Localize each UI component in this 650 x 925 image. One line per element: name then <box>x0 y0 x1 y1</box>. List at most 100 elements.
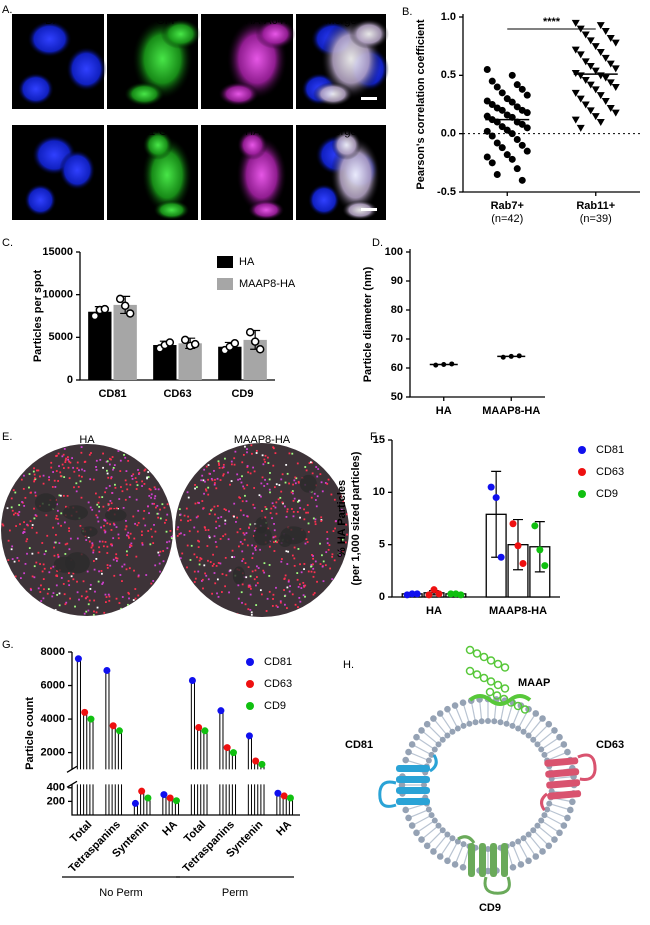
particle <box>236 531 239 534</box>
bar <box>228 747 230 770</box>
particle <box>326 542 329 545</box>
particle <box>138 473 140 475</box>
panel-label: D. <box>372 237 383 249</box>
particle <box>166 541 168 544</box>
particle <box>159 508 161 511</box>
y-axis-label: Particle diameter (nm) <box>362 266 374 382</box>
particle <box>280 490 283 493</box>
particle <box>303 568 305 571</box>
point <box>498 106 506 114</box>
y-tick-label: 60 <box>391 362 403 374</box>
particle <box>53 554 56 557</box>
cell-signal <box>255 19 296 49</box>
particle <box>113 464 116 467</box>
particle <box>99 458 102 461</box>
particle <box>112 466 115 469</box>
point <box>483 153 491 161</box>
y-tick-label: 1.0 <box>441 11 456 23</box>
particle <box>233 502 236 505</box>
particle <box>96 503 99 506</box>
particle <box>114 483 116 486</box>
particle <box>106 564 109 566</box>
particle <box>106 472 109 475</box>
particle <box>310 563 313 566</box>
particle <box>148 487 151 490</box>
particle <box>6 507 9 510</box>
particle <box>41 542 44 544</box>
particle <box>95 492 97 495</box>
particle <box>122 506 125 509</box>
particle <box>302 594 305 597</box>
particle <box>135 555 138 558</box>
particle <box>327 478 330 481</box>
particle <box>162 550 165 552</box>
particle <box>168 540 171 543</box>
maap-residue <box>492 691 502 700</box>
particle <box>216 592 218 595</box>
particle <box>198 540 201 543</box>
particle <box>58 592 61 595</box>
particle <box>178 508 181 511</box>
particle <box>117 533 120 536</box>
particle <box>256 582 259 584</box>
y-tick-label: 0.5 <box>441 69 456 81</box>
bar <box>178 800 180 815</box>
point <box>591 43 600 51</box>
particle <box>247 584 250 587</box>
particle <box>151 502 154 505</box>
particle <box>153 486 156 489</box>
particles <box>176 444 348 616</box>
particle <box>157 512 160 515</box>
point <box>514 542 522 550</box>
particle <box>119 470 122 472</box>
cell-signal <box>153 200 190 220</box>
lipid-tail <box>417 821 434 833</box>
bar <box>250 735 252 770</box>
lipid-head <box>525 732 532 739</box>
particle <box>90 452 92 454</box>
particle <box>18 511 21 513</box>
particle <box>307 522 310 525</box>
particle <box>42 482 45 485</box>
particle <box>22 487 25 490</box>
particle <box>35 515 38 517</box>
particle <box>68 477 71 480</box>
particle <box>241 461 244 464</box>
particle <box>114 486 117 489</box>
particle <box>71 457 73 460</box>
particle <box>292 515 295 518</box>
particle <box>324 564 327 567</box>
helix <box>479 843 486 877</box>
group-label: No Perm <box>99 887 142 899</box>
particle <box>198 502 200 504</box>
particle <box>60 577 63 579</box>
point <box>487 483 495 491</box>
bar <box>171 797 173 815</box>
particle <box>199 557 202 559</box>
particle <box>210 477 213 480</box>
particle <box>314 518 317 521</box>
particle <box>26 538 29 541</box>
particle <box>268 575 271 577</box>
lipid-tail <box>545 744 563 755</box>
particle <box>259 589 262 592</box>
particle <box>110 502 113 505</box>
particle <box>274 540 277 543</box>
particle <box>95 557 98 560</box>
lipid-head <box>466 720 473 727</box>
particle <box>117 450 120 452</box>
particle <box>311 461 313 464</box>
particle <box>110 507 113 510</box>
bar <box>263 784 265 815</box>
bar <box>108 670 110 770</box>
lipid-tail <box>410 752 428 761</box>
particle <box>272 446 275 449</box>
point <box>280 792 288 800</box>
lipid-head <box>551 727 558 734</box>
particle <box>263 571 266 574</box>
particle <box>252 503 255 506</box>
particle <box>119 459 122 462</box>
particle <box>337 552 340 555</box>
particle <box>271 502 274 505</box>
particle <box>255 584 257 587</box>
